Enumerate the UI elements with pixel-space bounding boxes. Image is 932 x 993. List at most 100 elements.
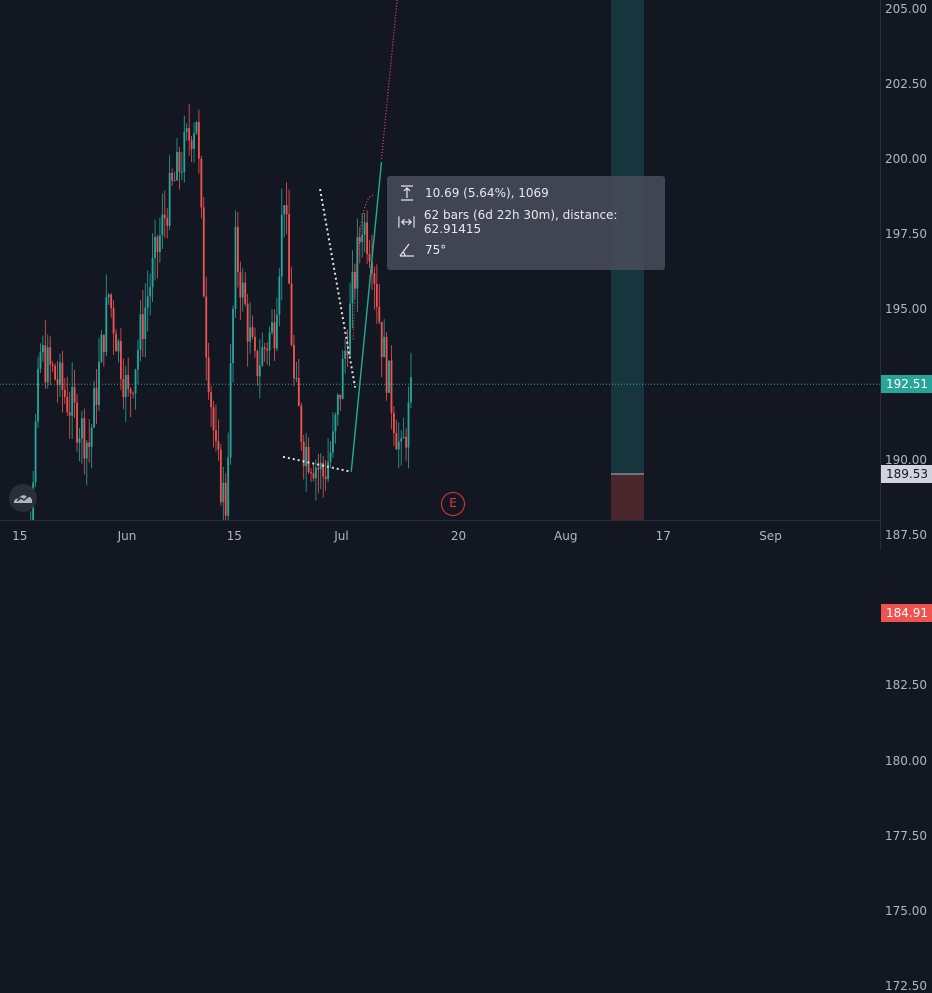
time-tick-label: 20	[450, 529, 467, 543]
candle-body	[400, 438, 403, 442]
candle-body	[249, 327, 252, 342]
candle-body	[190, 140, 193, 149]
candle-body	[93, 388, 96, 428]
candle-body	[207, 357, 210, 393]
candle-body	[356, 237, 359, 289]
wedge-helper	[340, 454, 373, 472]
candle-body	[73, 387, 76, 403]
candle-body	[258, 365, 261, 377]
candle-body	[397, 441, 400, 450]
earnings-marker[interactable]: E	[441, 492, 465, 516]
candle-body	[41, 345, 44, 353]
candle-body	[385, 336, 388, 393]
candle-body	[85, 442, 88, 459]
candle-body	[171, 172, 174, 181]
candle-body	[229, 363, 232, 458]
candle-body	[254, 337, 256, 351]
candle-body	[219, 449, 222, 503]
candle-body	[312, 473, 315, 479]
candle-body	[183, 131, 186, 172]
candle-body	[158, 235, 161, 253]
candle-body	[68, 412, 71, 416]
price-scale[interactable]: 205.00202.50200.00197.50195.00192.50190.…	[880, 0, 932, 993]
time-tick-label: Jun	[117, 529, 137, 543]
candle-body	[227, 457, 230, 516]
candle-body	[297, 378, 300, 406]
candle-body	[241, 282, 244, 298]
chart-area[interactable]: 10.69 (5.64%), 1069 62 bars (6d 22h 30m)…	[0, 0, 880, 520]
candle-body	[334, 414, 337, 432]
time-tick-label: Aug	[554, 529, 578, 543]
candle-body	[83, 418, 86, 459]
wedge-lower-line	[282, 455, 352, 473]
candle-body	[98, 361, 100, 405]
candle-body	[295, 378, 298, 380]
loss-zone	[611, 473, 644, 520]
candle-body	[344, 350, 347, 359]
candle-body	[63, 389, 66, 397]
candle-body	[95, 388, 98, 405]
candle-body	[383, 336, 386, 358]
candle-body	[202, 207, 205, 297]
candle-body	[54, 365, 57, 380]
candle-body	[317, 467, 320, 470]
candle-body	[117, 341, 120, 352]
candle-body	[410, 377, 412, 403]
candle-body	[239, 272, 242, 298]
candle-body	[168, 172, 171, 226]
candle-body	[332, 431, 334, 453]
price-tick-label: 205.00	[885, 1, 927, 16]
price-chart[interactable]	[0, 0, 880, 520]
time-scale[interactable]: 15 Jun 15 Jul 20 Aug 17 Sep	[0, 520, 880, 550]
price-tick-label: 182.50	[885, 678, 927, 693]
price-tick-label: 180.00	[885, 753, 927, 768]
candle-body	[263, 347, 266, 349]
candle-body	[300, 405, 303, 442]
candle-body	[156, 236, 159, 253]
candle-body	[402, 436, 405, 439]
candle-body	[193, 133, 195, 149]
candle-body	[388, 360, 390, 393]
candle-body	[137, 349, 139, 370]
candle-body	[266, 348, 269, 351]
candle-body	[288, 214, 291, 284]
candle-body	[122, 378, 125, 397]
candle-body	[366, 222, 369, 254]
candle-body	[90, 427, 93, 447]
candle-body	[327, 461, 330, 480]
candle-body	[285, 205, 288, 215]
candle-body	[271, 322, 273, 333]
candle-body	[322, 462, 325, 477]
candle-body	[224, 482, 227, 516]
candle-body	[378, 306, 381, 322]
candle-body	[39, 352, 42, 369]
candle-body	[100, 334, 103, 362]
candle-body	[59, 362, 61, 386]
candle-body	[212, 407, 215, 431]
candle-body	[405, 436, 408, 448]
candle-body	[195, 122, 198, 134]
tradingview-logo[interactable]	[9, 484, 37, 512]
candle-body	[61, 362, 64, 390]
candle-body	[71, 387, 74, 416]
candle-body	[268, 332, 271, 351]
candle-body	[180, 171, 183, 173]
candle-body	[210, 392, 213, 408]
candle-body	[119, 341, 122, 379]
price-tick-label: 175.00	[885, 904, 927, 918]
candle-body	[49, 347, 52, 365]
candle-body	[149, 287, 152, 297]
candle-body	[380, 321, 383, 358]
candle-body	[375, 283, 378, 307]
candle-body	[324, 476, 327, 480]
candle-body	[363, 222, 366, 236]
candle-body	[124, 374, 127, 397]
candle-body	[66, 396, 69, 413]
price-tick-label: 187.50	[885, 528, 927, 542]
candle-body	[310, 472, 312, 474]
candle-body	[132, 393, 135, 395]
candle-body	[37, 368, 39, 422]
candle-body	[46, 347, 49, 383]
candle-body	[390, 360, 393, 413]
candle-body	[44, 345, 47, 383]
